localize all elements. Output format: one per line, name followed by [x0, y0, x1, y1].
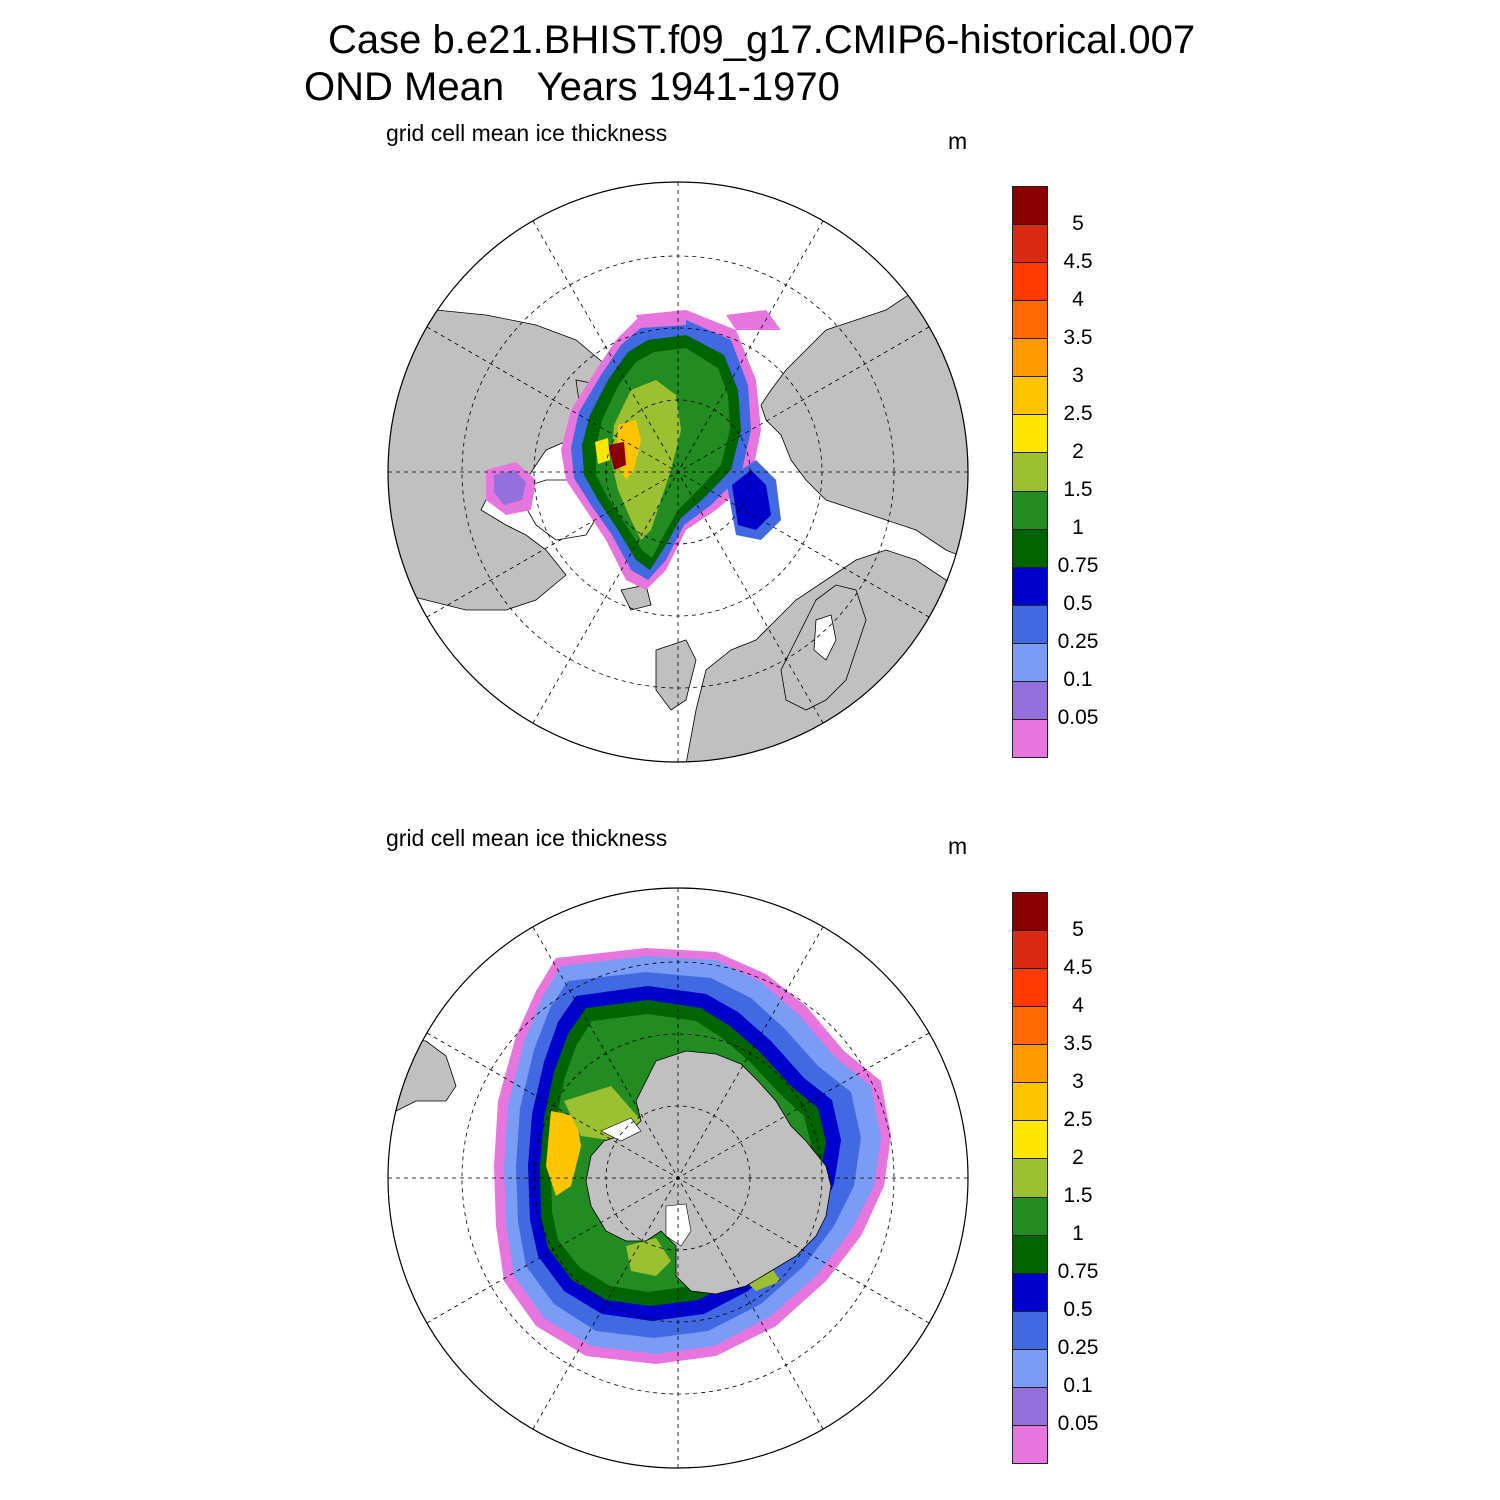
north-colorbar	[1012, 186, 1048, 758]
colorbar-cell	[1013, 528, 1047, 567]
antarctica-land	[585, 1050, 832, 1295]
colorbar-cell	[1013, 490, 1047, 529]
colorbar-cell	[1013, 968, 1047, 1007]
colorbar-tick-label: 5	[1072, 918, 1084, 941]
colorbar-cell	[1013, 224, 1047, 263]
colorbar-cell	[1013, 680, 1047, 719]
colorbar-cell	[1013, 300, 1047, 339]
colorbar-cell	[1013, 1196, 1047, 1235]
colorbar-cell	[1013, 262, 1047, 301]
colorbar-tick-label: 4	[1072, 994, 1084, 1017]
colorbar-cell	[1013, 1158, 1047, 1197]
colorbar-cell	[1013, 1272, 1047, 1311]
case-title: Case b.e21.BHIST.f09_g17.CMIP6-historica…	[328, 18, 1196, 62]
colorbar-tick-label: 4	[1072, 288, 1084, 311]
north-polar-map	[387, 181, 969, 763]
colorbar-cell	[1013, 566, 1047, 605]
colorbar-cell	[1013, 338, 1047, 377]
colorbar-cell	[1013, 1120, 1047, 1159]
colorbar-tick-label: 2.5	[1063, 402, 1093, 425]
colorbar-tick-label: 1.5	[1063, 478, 1093, 501]
colorbar-cell	[1013, 1386, 1047, 1425]
colorbar-tick-label: 2.5	[1063, 1108, 1093, 1131]
colorbar-tick-label: 4.5	[1063, 250, 1093, 273]
north-land	[388, 182, 968, 762]
colorbar-cell	[1013, 1348, 1047, 1387]
colorbar-cell	[1013, 1006, 1047, 1045]
colorbar-tick-label: 1	[1072, 1222, 1084, 1245]
colorbar-tick-label: 0.75	[1057, 554, 1099, 577]
colorbar-cell	[1013, 452, 1047, 491]
colorbar-cell	[1013, 604, 1047, 643]
colorbar-tick-label: 0.1	[1063, 668, 1093, 691]
colorbar-tick-label: 3	[1072, 1070, 1084, 1093]
colorbar-cell	[1013, 893, 1047, 931]
colorbar-cell	[1013, 1082, 1047, 1121]
south-polar-map	[387, 887, 969, 1469]
colorbar-tick-label: 1.5	[1063, 1184, 1093, 1207]
colorbar-cell	[1013, 414, 1047, 453]
colorbar-tick-label: 1	[1072, 516, 1084, 539]
colorbar-tick-label: 3	[1072, 364, 1084, 387]
north-sea-ice	[486, 310, 781, 590]
colorbar-tick-label: 0.05	[1057, 1412, 1099, 1435]
colorbar-cell	[1013, 1234, 1047, 1273]
colorbar-tick-label: 0.05	[1057, 706, 1099, 729]
colorbar-cell	[1013, 1424, 1047, 1463]
colorbar-tick-label: 3.5	[1063, 326, 1093, 349]
colorbar-tick-label: 0.25	[1057, 1336, 1099, 1359]
colorbar-cell	[1013, 376, 1047, 415]
colorbar-tick-label: 5	[1072, 212, 1084, 235]
north-units: m	[948, 128, 968, 154]
colorbar-cell	[1013, 930, 1047, 969]
colorbar-tick-label: 3.5	[1063, 1032, 1093, 1055]
colorbar-tick-label: 2	[1072, 440, 1084, 463]
period-title: OND Mean Years 1941-1970	[304, 65, 840, 109]
north-graticule	[388, 182, 968, 762]
colorbar-tick-label: 4.5	[1063, 956, 1093, 979]
colorbar-tick-label: 0.5	[1063, 592, 1093, 615]
colorbar-tick-label: 0.1	[1063, 1374, 1093, 1397]
colorbar-cell	[1013, 1044, 1047, 1083]
colorbar-cell	[1013, 718, 1047, 757]
south-graticule	[388, 888, 968, 1468]
colorbar-cell	[1013, 642, 1047, 681]
colorbar-cell	[1013, 187, 1047, 225]
colorbar-tick-label: 0.75	[1057, 1260, 1099, 1283]
colorbar-tick-label: 0.5	[1063, 1298, 1093, 1321]
colorbar-cell	[1013, 1310, 1047, 1349]
south-colorbar	[1012, 892, 1048, 1464]
south-subtitle: grid cell mean ice thickness	[386, 825, 668, 851]
colorbar-tick-label: 0.25	[1057, 630, 1099, 653]
north-subtitle: grid cell mean ice thickness	[386, 120, 668, 146]
colorbar-tick-label: 2	[1072, 1146, 1084, 1169]
south-units: m	[948, 833, 968, 859]
